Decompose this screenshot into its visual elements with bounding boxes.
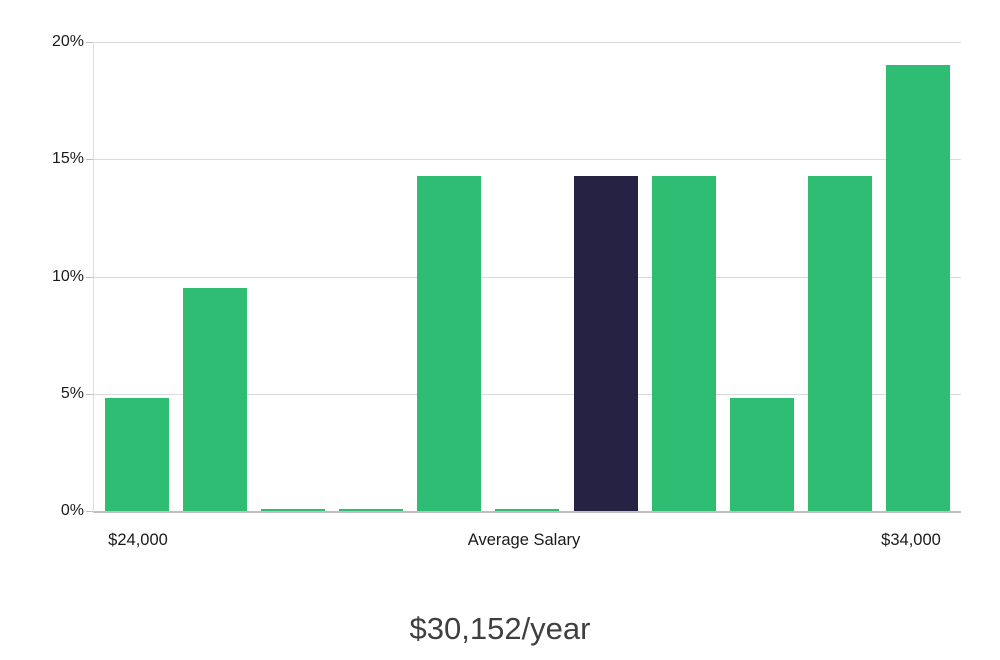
gridline — [94, 276, 961, 278]
bar-salary-bucket — [417, 175, 482, 511]
x-axis-label-average-salary: Average Salary — [467, 531, 581, 549]
bar-salary-bucket — [261, 508, 326, 511]
bar-series — [94, 42, 961, 511]
chart-title-average-salary-value: $30,152/year — [409, 611, 591, 646]
y-axis-tick — [86, 42, 93, 43]
gridline — [94, 159, 961, 161]
y-axis-tick-label: 5% — [60, 384, 84, 402]
gridlines — [94, 42, 961, 511]
y-axis-tick-label: 0% — [60, 502, 84, 519]
bar-salary-bucket — [105, 398, 169, 511]
bar-salary-bucket — [885, 65, 950, 511]
bar-salary-bucket — [495, 508, 560, 511]
x-axis: $24,000 Average Salary $34,000 — [0, 531, 1000, 553]
x-axis-label-max-salary: $34,000 — [881, 531, 941, 549]
y-axis-tick — [86, 159, 93, 161]
bar-salary-bucket — [807, 175, 872, 511]
x-axis-label-min-salary: $24,000 — [108, 531, 168, 549]
bar-average-salary-highlighted — [573, 175, 638, 511]
y-axis-tick — [86, 511, 93, 512]
y-axis: 0% 5% 10% 15% 20% — [0, 34, 84, 519]
bar-salary-bucket — [339, 508, 404, 511]
bar-salary-bucket — [651, 175, 716, 511]
bar-salary-bucket — [183, 288, 248, 511]
y-axis-tick-label: 10% — [51, 267, 84, 285]
y-axis-tick — [86, 276, 93, 278]
plot-area — [86, 42, 961, 513]
y-axis-tick — [86, 393, 93, 395]
y-axis-tick-label: 15% — [51, 150, 84, 168]
y-axis-tick-label: 20% — [51, 33, 84, 50]
gridline — [94, 42, 961, 43]
gridline — [94, 393, 961, 395]
bar-salary-bucket — [729, 398, 794, 511]
